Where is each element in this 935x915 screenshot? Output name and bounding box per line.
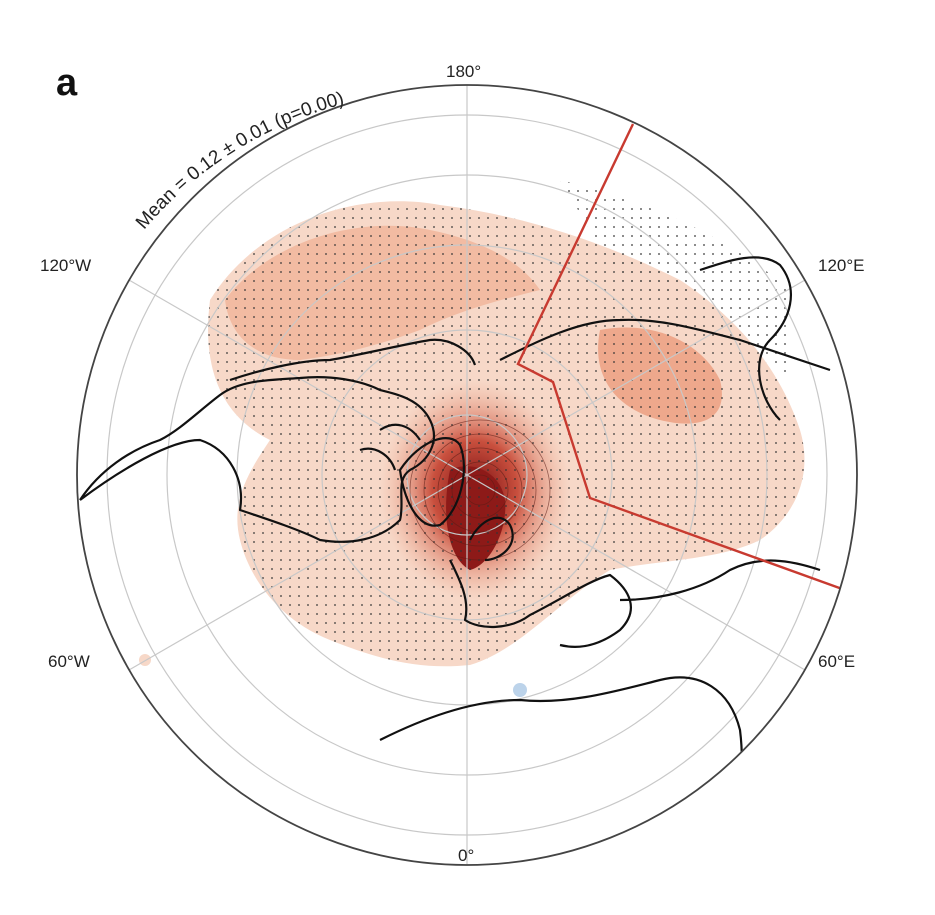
- coast-south-asia: [619, 559, 821, 602]
- longitude-label-60e: 60°E: [818, 652, 856, 671]
- longitude-label-60w: 60°W: [48, 652, 90, 671]
- meridian-120e-60w: [128, 279, 806, 671]
- map-border: [76, 84, 858, 866]
- graticule: [106, 85, 828, 865]
- coast-eurasia-north: [499, 318, 831, 372]
- coast-scandinavia: [469, 516, 514, 562]
- longitude-label-180: 180°: [446, 62, 482, 81]
- coast-north-america: [79, 376, 435, 543]
- anomaly-negative-patch: [513, 683, 527, 697]
- coast-east-asia: [699, 256, 792, 421]
- coast-greenland: [398, 437, 465, 527]
- longitude-label-120w: 120°W: [40, 256, 92, 275]
- region-box: [516, 123, 846, 592]
- longitude-label-120e: 120°E: [818, 256, 865, 275]
- coast-europe: [449, 559, 632, 648]
- significance-stippling: [208, 180, 805, 667]
- longitude-label-0: 0°: [458, 846, 475, 865]
- coast-arctic-islands: [359, 423, 421, 471]
- panel-letter: a: [56, 62, 78, 104]
- coast-alaska: [229, 338, 477, 382]
- polar-contours: [409, 419, 551, 561]
- anomaly-small-patch: [139, 654, 151, 666]
